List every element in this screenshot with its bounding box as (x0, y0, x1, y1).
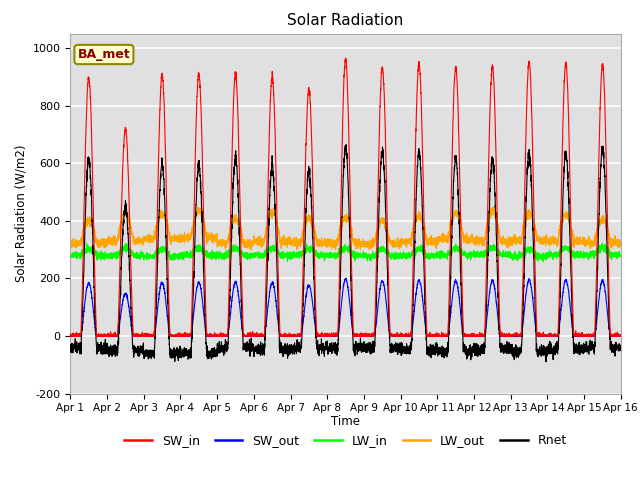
Text: BA_met: BA_met (77, 48, 131, 61)
Legend: SW_in, SW_out, LW_in, LW_out, Rnet: SW_in, SW_out, LW_in, LW_out, Rnet (119, 429, 572, 452)
Y-axis label: Solar Radiation (W/m2): Solar Radiation (W/m2) (14, 145, 27, 282)
X-axis label: Time: Time (331, 415, 360, 428)
Title: Solar Radiation: Solar Radiation (287, 13, 404, 28)
